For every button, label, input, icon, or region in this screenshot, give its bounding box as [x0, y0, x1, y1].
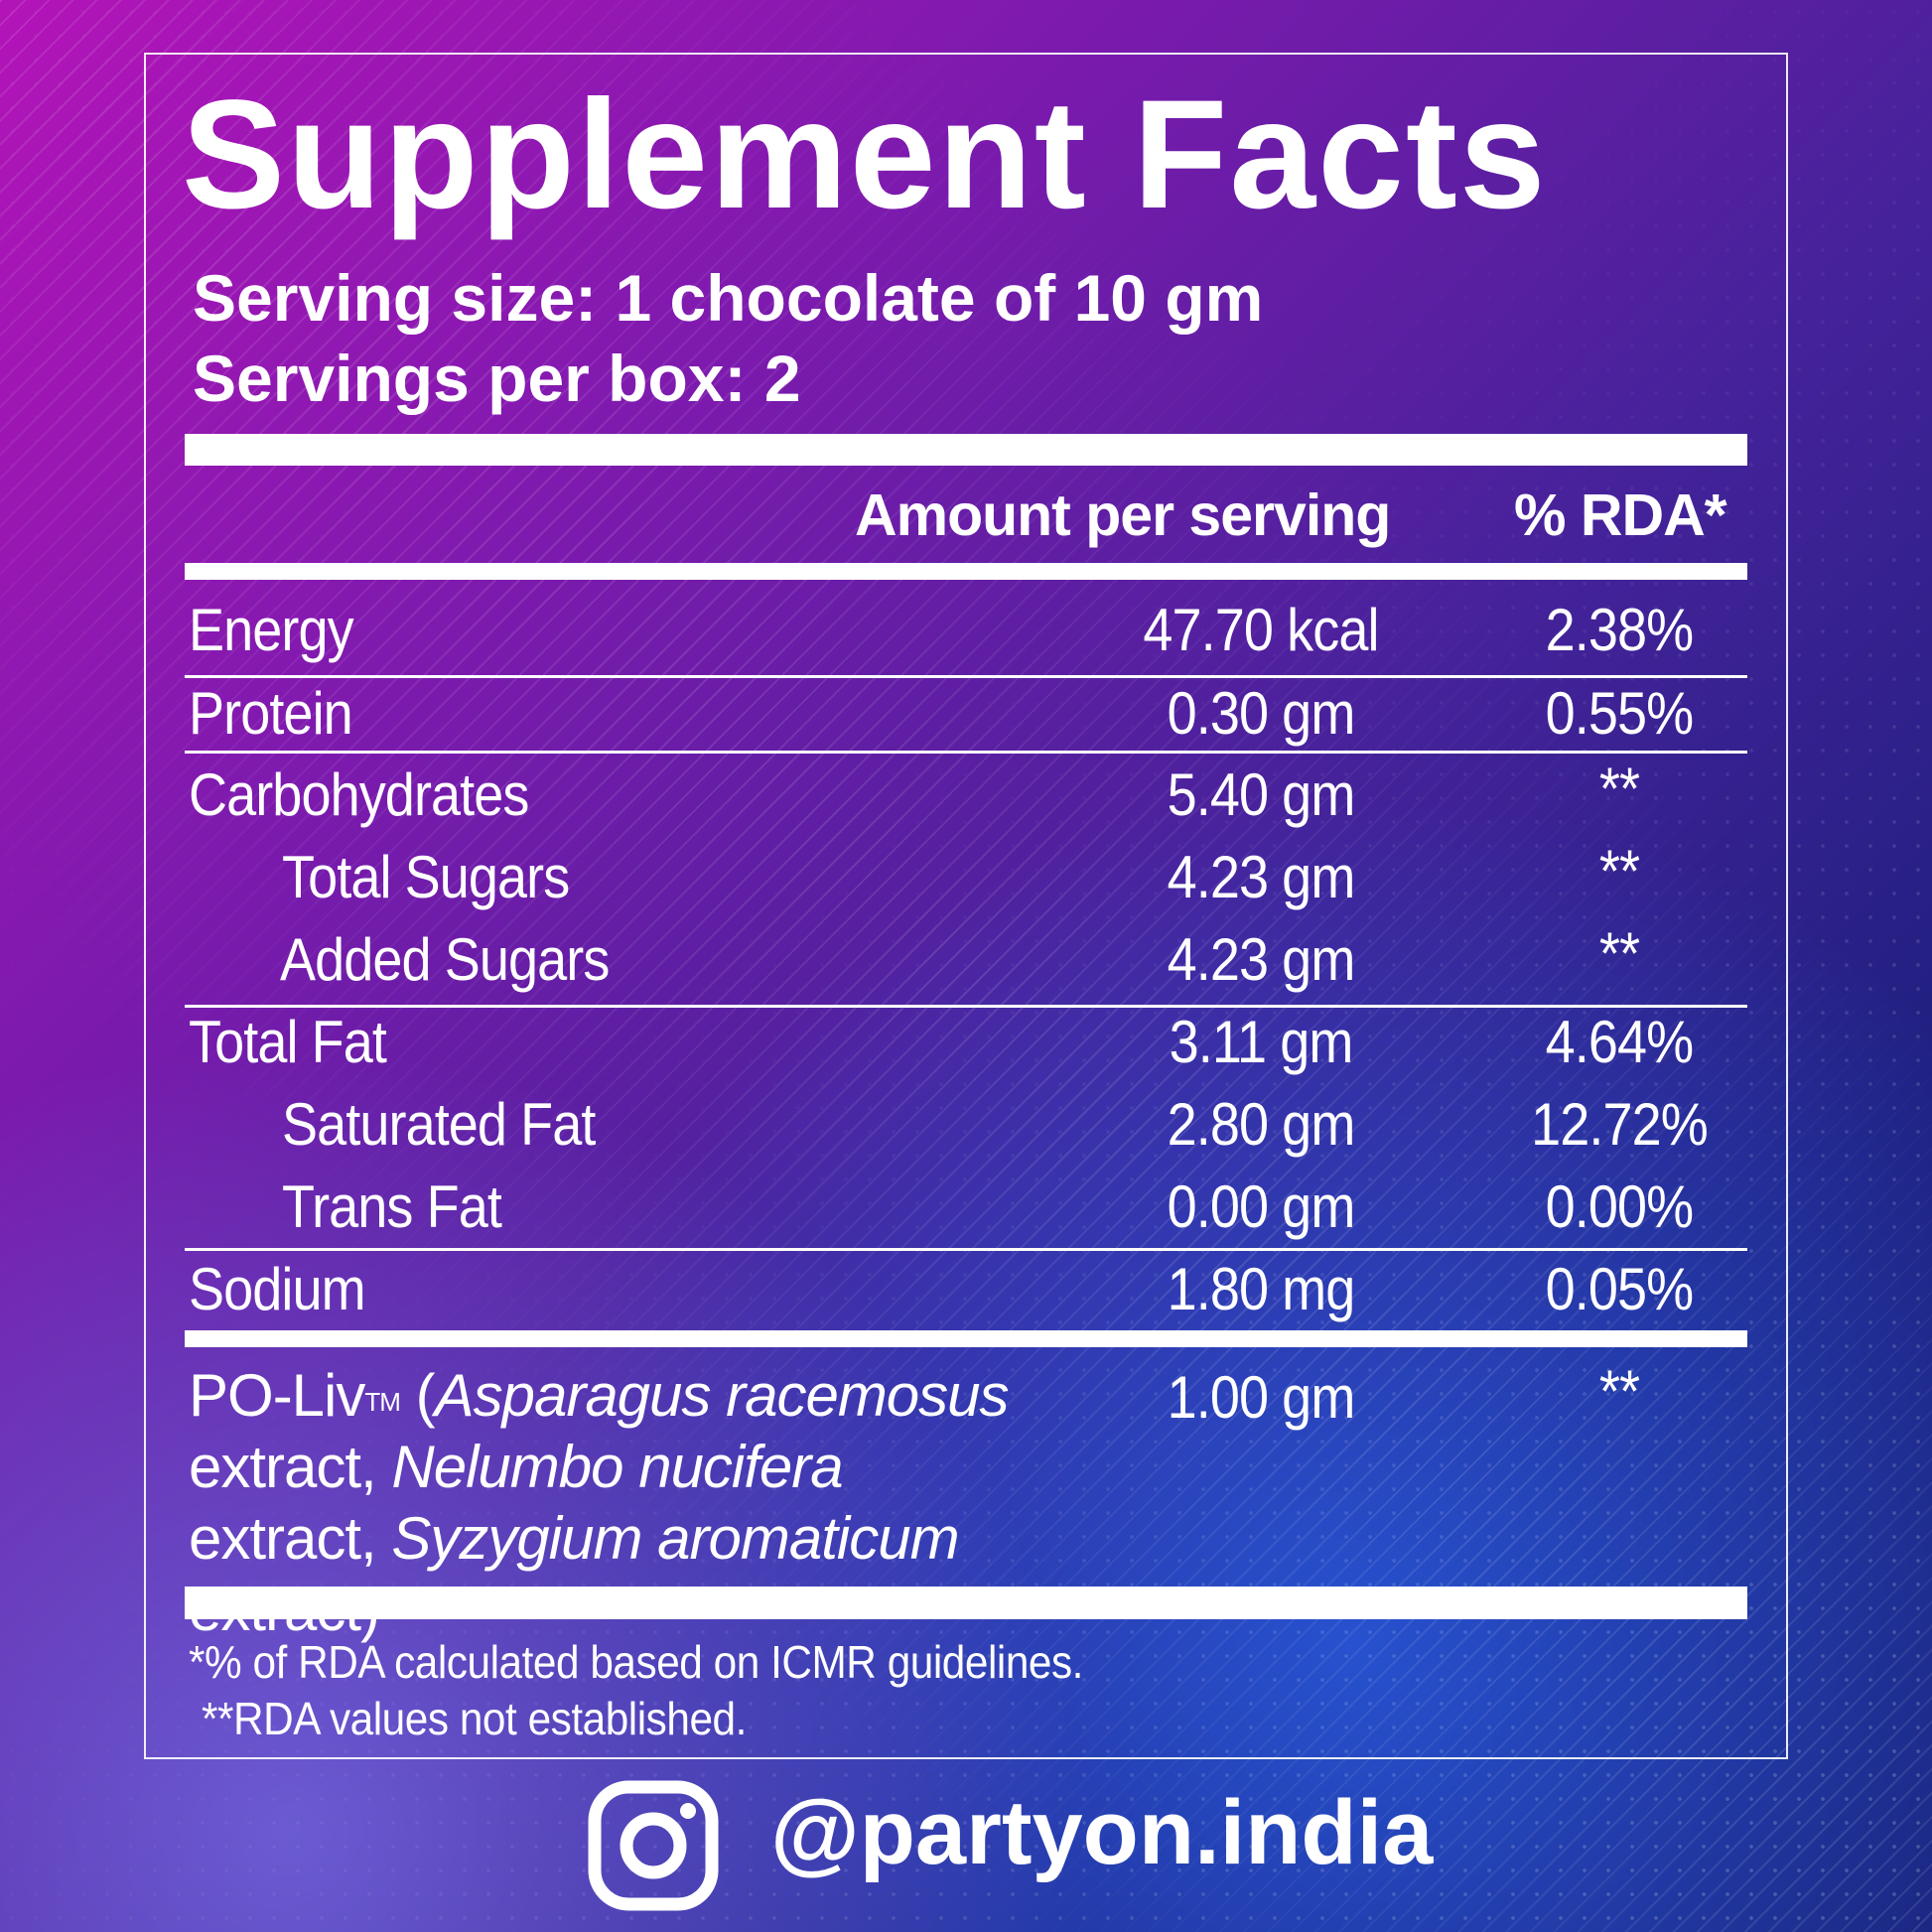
row-divider — [185, 1248, 1747, 1251]
row-divider — [185, 1005, 1747, 1008]
row-divider — [185, 751, 1747, 754]
instagram-icon[interactable] — [588, 1780, 719, 1911]
nutrient-amount: 0.30 gm — [1167, 680, 1356, 747]
label-frame — [144, 53, 1788, 1759]
nutrient-amount: 47.70 kcal — [1143, 597, 1379, 663]
footnote-not-established: **RDA values not established. — [202, 1693, 747, 1744]
nutrient-rda: ** — [1598, 920, 1640, 987]
nutrient-label: Carbohydrates — [189, 761, 529, 828]
row-divider — [185, 675, 1747, 678]
nutrient-amount: 3.11 gm — [1169, 1009, 1354, 1075]
nutrient-label: Sodium — [189, 1256, 366, 1322]
nutrient-amount: 0.00 gm — [1167, 1173, 1356, 1240]
ingredient-nelumbo: Nelumbo nucifera — [391, 1434, 843, 1500]
footnote-rda: *% of RDA calculated based on ICMR guide… — [189, 1636, 1083, 1688]
nutrient-label: Trans Fat — [282, 1173, 502, 1240]
section-divider — [185, 1330, 1747, 1347]
nutrient-label: Added Sugars — [280, 926, 610, 993]
nutrient-amount: 4.23 gm — [1167, 844, 1356, 910]
trademark-symbol: TM — [364, 1387, 401, 1417]
nutrient-rda: 0.05% — [1545, 1256, 1695, 1322]
nutrient-rda: 12.72% — [1531, 1091, 1709, 1158]
nutrient-label: Total Sugars — [282, 844, 570, 910]
nutrient-rda: 0.00% — [1545, 1173, 1695, 1240]
ingredient-syzygium: Syzygium aromaticum — [391, 1505, 959, 1572]
servings-per-box: Servings per box: 2 — [193, 342, 801, 415]
serving-size: Serving size: 1 chocolate of 10 gm — [193, 261, 1264, 335]
header-divider — [185, 563, 1747, 580]
thick-divider — [185, 434, 1747, 466]
column-header-rda: % RDA* — [1514, 483, 1727, 548]
social-handle[interactable]: @partyon.india — [770, 1782, 1434, 1883]
nutrient-amount: 1.80 mg — [1167, 1256, 1356, 1322]
nutrient-rda: ** — [1598, 756, 1640, 822]
bottom-divider — [185, 1587, 1747, 1619]
column-header-amount: Amount per serving — [855, 483, 1391, 548]
nutrient-label: Energy — [189, 597, 354, 663]
ingredient-asparagus: Asparagus racemosus — [434, 1362, 1010, 1429]
nutrient-amount: 4.23 gm — [1167, 926, 1356, 993]
poliv-rda: ** — [1598, 1358, 1640, 1425]
nutrient-amount: 2.80 gm — [1167, 1091, 1356, 1158]
nutrient-label: Protein — [189, 680, 353, 747]
poliv-name: PO-Liv — [189, 1362, 365, 1429]
nutrient-label: Saturated Fat — [282, 1091, 596, 1158]
nutrient-rda: 0.55% — [1545, 680, 1695, 747]
nutrient-label: Total Fat — [189, 1009, 387, 1075]
nutrient-amount: 5.40 gm — [1167, 761, 1356, 828]
nutrient-rda: ** — [1598, 838, 1640, 904]
page-title: Supplement Facts — [182, 69, 1548, 241]
nutrient-rda: 2.38% — [1545, 597, 1695, 663]
nutrient-rda: 4.64% — [1545, 1009, 1695, 1075]
poliv-amount: 1.00 gm — [1167, 1364, 1356, 1431]
